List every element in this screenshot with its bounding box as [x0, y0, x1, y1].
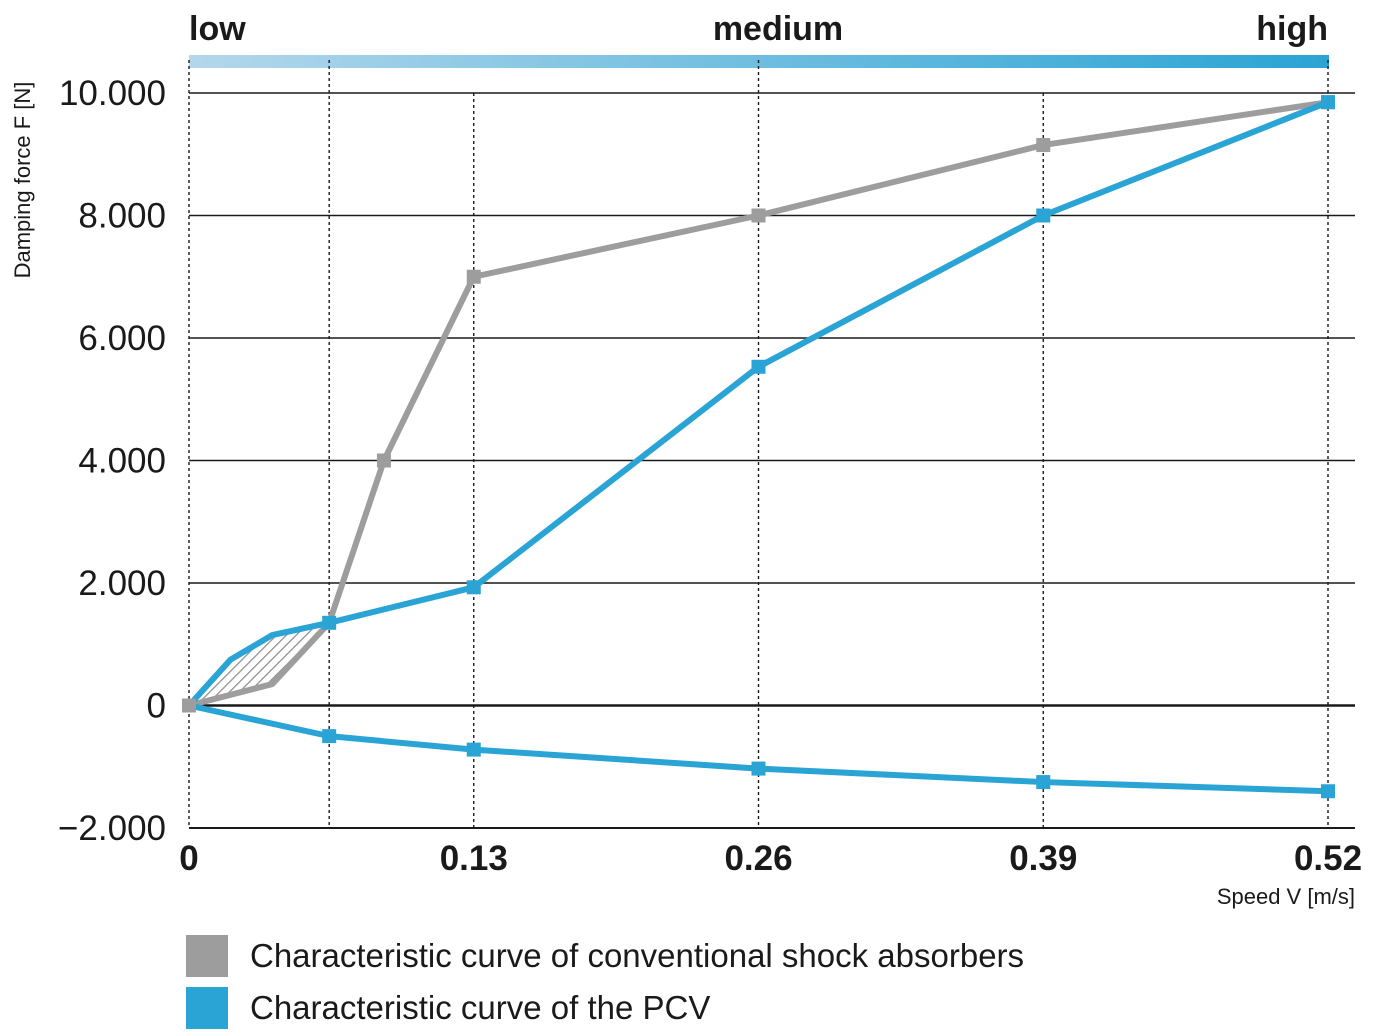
band-label-high: high	[1256, 10, 1328, 48]
data-point-pcv	[466, 580, 481, 595]
y-tick-label: 2.000	[78, 564, 166, 603]
hatched-area	[189, 622, 330, 706]
data-point-pcv	[1036, 208, 1051, 223]
y-tick-label: 10.000	[59, 74, 166, 113]
data-point-pcv	[466, 742, 481, 757]
legend-swatch-gray	[186, 935, 228, 977]
grid	[188, 60, 1355, 829]
y-tick-label: 0	[147, 687, 166, 726]
data-point-pcv	[751, 761, 766, 776]
x-tick-label: 0	[179, 839, 198, 878]
series-lines	[186, 99, 1331, 795]
x-tick-label: 0.52	[1294, 839, 1362, 878]
data-point-pcv	[1321, 784, 1335, 799]
data-point-conventional	[466, 269, 481, 284]
legend-swatch-blue	[186, 987, 228, 1029]
data-point-pcv	[1321, 95, 1335, 110]
x-axis-label: Speed V [m/s]	[1217, 884, 1355, 909]
y-axis-label: Damping force F [N]	[10, 82, 35, 279]
data-point-pcv	[751, 359, 766, 374]
legend-label: Characteristic curve of the PCV	[250, 989, 711, 1026]
x-tick-label: 0.26	[724, 839, 792, 878]
series-line-pcv-rebound	[186, 702, 1331, 795]
series-markers	[182, 95, 1335, 799]
data-point-conventional	[1036, 138, 1051, 153]
legend-item-pcv: Characteristic curve of the PCV	[186, 982, 1024, 1034]
band-label-medium: medium	[713, 10, 843, 48]
hatched-region	[189, 622, 330, 706]
legend-label: Characteristic curve of conventional sho…	[250, 937, 1025, 974]
legend: Characteristic curve of conventional sho…	[186, 930, 1024, 1034]
data-point-conventional	[376, 453, 391, 468]
legend-item-conventional: Characteristic curve of conventional sho…	[186, 930, 1024, 982]
data-point-conventional	[182, 698, 196, 713]
series-line-pcv	[186, 99, 1331, 709]
x-axis-ticks: 0 0.13 0.26 0.39 0.52	[179, 839, 1362, 878]
y-axis-ticks: 10.000 8.000 6.000 4.000 2.000 0 −2.000	[58, 74, 166, 848]
data-point-conventional	[751, 208, 766, 223]
y-tick-label: 4.000	[78, 442, 166, 481]
data-point-pcv	[1036, 775, 1051, 790]
y-tick-label: 6.000	[78, 319, 166, 358]
data-point-pcv	[322, 615, 337, 630]
series-line-conventional	[186, 99, 1331, 709]
y-tick-label: 8.000	[78, 197, 166, 236]
band-label-low: low	[189, 10, 246, 48]
y-tick-label: −2.000	[58, 809, 166, 848]
data-point-pcv	[322, 729, 337, 744]
x-tick-label: 0.13	[440, 839, 508, 878]
x-tick-label: 0.39	[1009, 839, 1077, 878]
